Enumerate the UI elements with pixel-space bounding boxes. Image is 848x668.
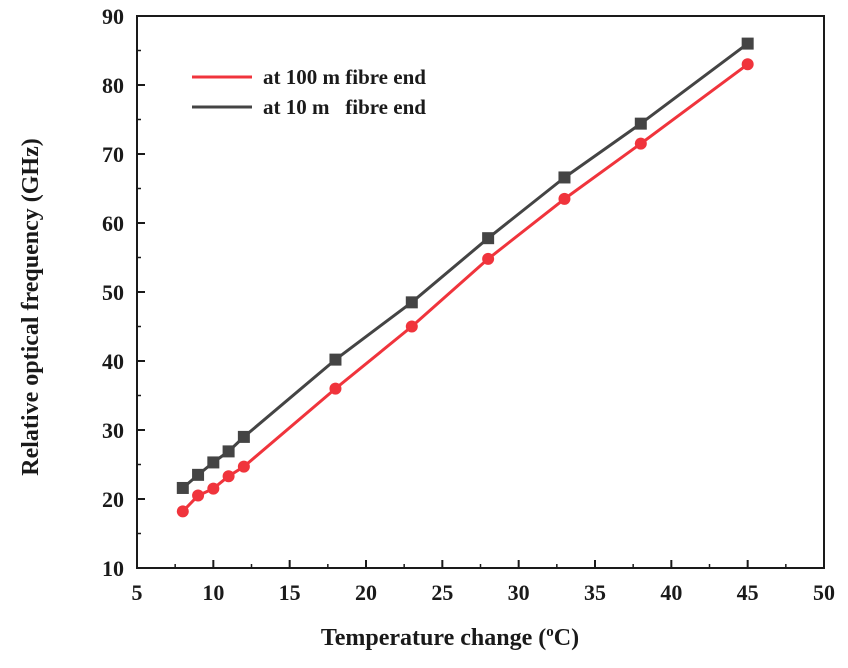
y-tick-label: 60 [102, 211, 124, 236]
data-point-series-2 [405, 296, 418, 309]
data-point-series-1 [192, 489, 205, 502]
series-line-1 [181, 63, 749, 513]
data-point-series-1 [237, 460, 250, 473]
x-tick-label: 20 [355, 580, 377, 605]
plot-frame [136, 15, 825, 569]
x-tick-label: 40 [660, 580, 682, 605]
x-tick-label: 30 [508, 580, 530, 605]
data-point-series-1 [558, 192, 571, 205]
x-tick-label: 15 [279, 580, 301, 605]
x-tick-label: 25 [431, 580, 453, 605]
y-tick-label: 70 [102, 142, 124, 167]
plot-layer: 5 10 15 20 25 30 35 40 45 50 10 20 30 40 50 60 70 80 90 [102, 4, 835, 605]
y-tick-label: 10 [102, 556, 124, 581]
data-point-series-2 [176, 481, 189, 494]
data-point-series-1 [207, 482, 220, 495]
data-point-series-1 [482, 252, 495, 265]
x-tick-label: 50 [813, 580, 835, 605]
data-point-series-2 [192, 468, 205, 481]
data-point-series-2 [237, 430, 250, 443]
y-tick-label: 20 [102, 487, 124, 512]
x-tick-label: 10 [202, 580, 224, 605]
legend: at 100 m fibre end at 10 m fibre end [192, 65, 426, 119]
x-tick-label: 35 [584, 580, 606, 605]
data-point-series-1 [329, 382, 342, 395]
data-point-series-2 [634, 117, 647, 130]
legend-label-series-1: at 100 m fibre end [263, 65, 426, 89]
data-point-series-2 [558, 171, 571, 184]
y-tick-label: 40 [102, 349, 124, 374]
data-point-series-1 [405, 320, 418, 333]
x-tick-label: 45 [737, 580, 759, 605]
data-point-series-2 [482, 232, 495, 245]
x-axis-title: Temperature change (oC) [321, 624, 579, 651]
legend-label-series-2: at 10 m fibre end [263, 95, 426, 119]
y-axis-title: Relative optical frequency (GHz) [18, 138, 44, 475]
data-point-series-1 [634, 137, 647, 150]
x-tick-label: 5 [132, 580, 143, 605]
data-point-series-2 [207, 456, 220, 469]
y-tick-label: 90 [102, 4, 124, 29]
y-tick-label: 30 [102, 418, 124, 443]
data-point-series-1 [176, 505, 189, 518]
data-point-series-2 [222, 445, 235, 458]
y-tick-label: 80 [102, 73, 124, 98]
data-point-series-1 [222, 470, 235, 483]
data-point-series-2 [329, 353, 342, 366]
y-tick-label: 50 [102, 280, 124, 305]
data-point-series-1 [741, 58, 754, 71]
data-point-series-2 [741, 37, 754, 50]
